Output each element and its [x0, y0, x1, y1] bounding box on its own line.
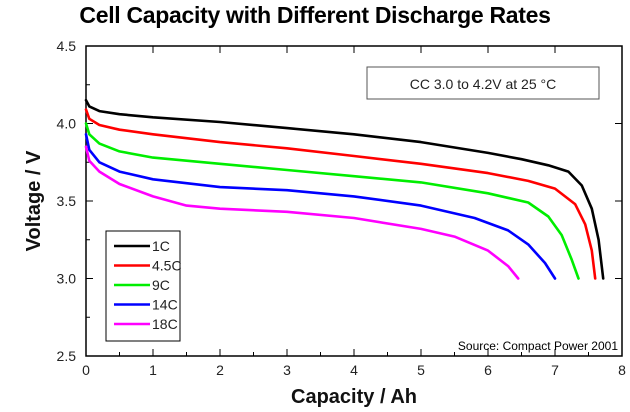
y-axis-label: Voltage / V — [23, 150, 45, 251]
axis-ticks — [85, 45, 623, 357]
y-tick-label: 4.0 — [57, 116, 77, 132]
series-lines — [84, 98, 605, 280]
legend-label: 4.5C — [152, 258, 182, 274]
condition-box — [366, 66, 600, 100]
legend-label: 9C — [152, 277, 170, 293]
x-axis-label: Capacity / Ah — [291, 386, 417, 408]
legend-label: 18C — [152, 316, 178, 332]
condition-annotation: CC 3.0 to 4.2V at 25 °C — [410, 76, 556, 92]
axis-tick-labels: 0 1 2 3 4 5 6 7 8 2.5 3.0 3.5 4.0 4.5 — [57, 38, 627, 378]
y-tick-label: 4.5 — [57, 38, 77, 54]
series-line-1c — [84, 98, 605, 280]
x-tick-label: 5 — [417, 362, 425, 378]
chart-title: Cell Capacity with Different Discharge R… — [79, 2, 551, 28]
x-tick-label: 2 — [216, 362, 224, 378]
legend-label: 14C — [152, 297, 178, 313]
legend: 1C 4.5C 9C 14C 18C — [114, 238, 182, 332]
series-line-9c — [84, 122, 580, 280]
x-tick-label: 7 — [551, 362, 559, 378]
x-tick-label: 3 — [283, 362, 291, 378]
series-line-4-5c — [84, 108, 597, 280]
source-annotation: Source: Compact Power 2001 — [458, 339, 618, 353]
x-tick-label: 0 — [82, 362, 90, 378]
y-tick-label: 2.5 — [57, 348, 77, 364]
x-tick-label: 4 — [350, 362, 358, 378]
legend-label: 1C — [152, 238, 170, 254]
x-tick-label: 1 — [149, 362, 157, 378]
x-tick-label: 6 — [484, 362, 492, 378]
series-line-18c — [84, 145, 520, 280]
y-tick-label: 3.0 — [57, 271, 77, 287]
x-tick-label: 8 — [618, 362, 626, 378]
y-tick-label: 3.5 — [57, 193, 77, 209]
series-line-14c — [84, 133, 557, 280]
